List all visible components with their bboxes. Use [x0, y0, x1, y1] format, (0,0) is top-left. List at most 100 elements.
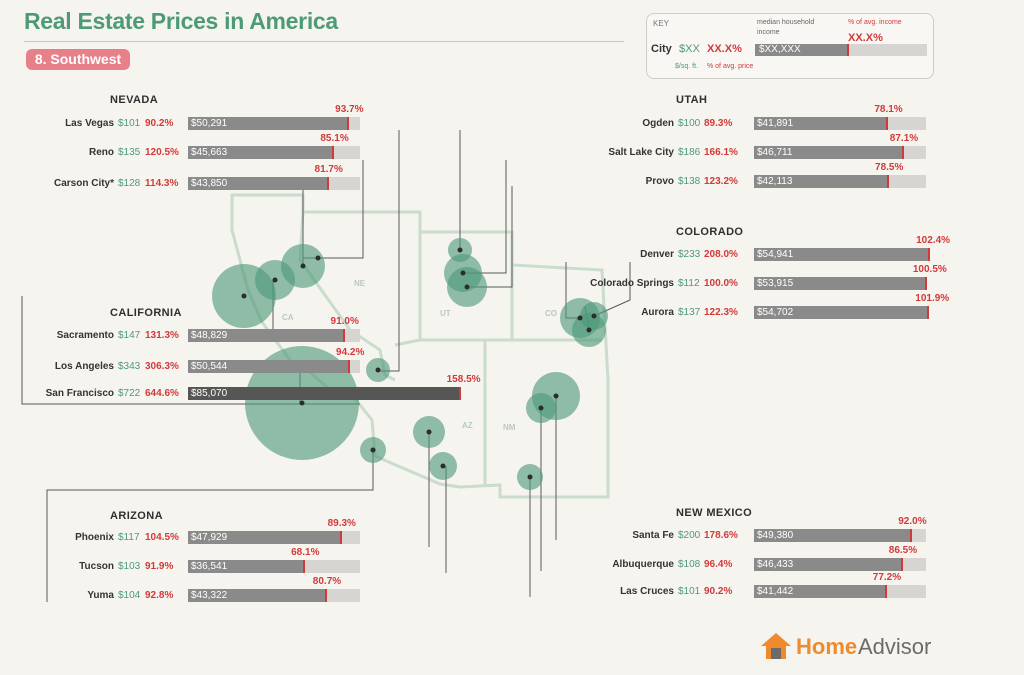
income-bar-marker: [887, 175, 890, 188]
state-title-nevada: NEVADA: [110, 94, 159, 106]
price-value: $135: [118, 147, 141, 158]
pct-avg-income: 78.1%: [874, 104, 903, 115]
income-bar-marker: [458, 387, 461, 400]
city-name: Los Angeles: [54, 361, 114, 372]
city-row-los-angeles: Los Angeles: [0, 360, 114, 374]
price-value: $137: [678, 307, 701, 318]
map-abbr-co: CO: [545, 309, 557, 318]
income-bar: $41,891: [754, 117, 926, 130]
pct-avg-price: 96.4%: [704, 559, 733, 570]
median-income: $49,380: [757, 530, 794, 541]
key-price: $XX: [679, 43, 700, 55]
pct-avg-income: 87.1%: [889, 133, 919, 144]
income-bar-marker: [928, 248, 931, 261]
state-title-colorado: COLORADO: [676, 226, 744, 238]
key-bar-value: $XX,XXX: [759, 44, 801, 55]
city-dot-phoenix: [370, 447, 376, 453]
city-name: San Francisco: [45, 388, 114, 399]
price-value: $108: [678, 559, 701, 570]
key-label: KEY: [653, 19, 670, 28]
price-value: $343: [118, 361, 141, 372]
median-income: $36,541: [191, 561, 228, 572]
pct-avg-price: 131.3%: [145, 330, 179, 341]
median-income: $46,711: [757, 147, 793, 158]
price-value: $117: [118, 532, 140, 543]
state-title-utah: UTAH: [676, 94, 708, 106]
legend-key: KEY City $XX XX.X% $/sq. ft. % of avg. p…: [646, 13, 934, 79]
income-bar-marker: [324, 589, 327, 602]
income-bar: $47,929: [188, 531, 360, 544]
pct-avg-income: 91.0%: [330, 316, 359, 327]
city-name: Ogden: [642, 118, 674, 129]
pct-avg-price: 104.5%: [145, 532, 179, 543]
income-bar-fill: [188, 146, 335, 159]
city-row-las-vegas: Las Vegas: [0, 117, 114, 131]
income-bar-fill: [754, 277, 927, 290]
median-income: $53,915: [757, 278, 794, 289]
income-bar-marker: [332, 146, 335, 159]
price-value: $200: [678, 530, 701, 541]
key-price-caption: $/sq. ft.: [675, 63, 698, 70]
map-abbr-ca: CA: [282, 313, 294, 322]
income-bar: $45,663: [188, 146, 360, 159]
city-name: Denver: [640, 249, 674, 260]
price-value: $100: [678, 118, 701, 129]
median-income: $45,663: [191, 147, 228, 158]
city-dot-yuma: [440, 463, 446, 469]
income-bar-fill: [754, 529, 913, 542]
map-abbr-az: AZ: [462, 421, 473, 430]
city-row-santa-fe: Santa Fe: [0, 529, 674, 543]
city-name: Tucson: [79, 561, 114, 572]
median-income: $43,322: [191, 590, 228, 601]
map-abbr-nm: NM: [503, 423, 516, 432]
income-bar: $42,113: [754, 175, 926, 188]
median-income: $42,113: [757, 176, 793, 187]
income-bar-fill: [188, 560, 306, 573]
pct-avg-income: 78.5%: [875, 162, 904, 173]
median-income: $50,291: [191, 118, 228, 129]
city-name: Aurora: [641, 307, 674, 318]
city-name: Carson City*: [53, 178, 114, 189]
pct-avg-income: 102.4%: [916, 235, 951, 246]
income-bar-fill: [754, 585, 887, 598]
price-value: $128: [118, 178, 141, 189]
city-dot-colorado-springs: [591, 313, 597, 319]
income-bar-fill: [754, 175, 890, 188]
city-row-denver: Denver: [0, 248, 674, 262]
city-row-reno: Reno: [0, 146, 114, 160]
pct-avg-income: 86.5%: [888, 545, 918, 556]
city-dot-san-francisco: [375, 367, 381, 373]
city-name: Las Cruces: [620, 586, 674, 597]
income-bar-fill: [754, 146, 904, 159]
city-name: Las Vegas: [65, 118, 114, 129]
city-row-carson-city: Carson City*: [0, 177, 114, 191]
city-circles: [212, 238, 608, 490]
city-name: Albuquerque: [612, 559, 674, 570]
city-row-albuquerque: Albuquerque: [0, 558, 674, 572]
income-bar: $48,829: [188, 329, 360, 342]
income-bar: $46,433: [754, 558, 926, 571]
pct-avg-income: 80.7%: [312, 576, 342, 587]
income-bar-fill: [754, 117, 889, 130]
logo-home-text: Home: [796, 634, 858, 659]
city-row-tucson: Tucson: [0, 560, 114, 574]
median-income: $41,442: [757, 586, 794, 597]
city-dot-albuquerque: [538, 405, 544, 411]
city-dot-denver: [577, 315, 583, 321]
pct-avg-price: 90.2%: [145, 118, 174, 129]
pct-avg-income: 85.1%: [320, 133, 349, 144]
pct-avg-income: 68.1%: [291, 547, 320, 558]
city-row-colorado-springs: Colorado Springs: [0, 277, 674, 291]
median-income: $43,850: [191, 178, 228, 189]
income-bar-marker: [884, 585, 887, 598]
income-bar-fill: [754, 306, 930, 319]
median-income: $48,829: [191, 330, 228, 341]
income-bar: $43,322: [188, 589, 360, 602]
pct-avg-price: 92.8%: [145, 590, 174, 601]
income-bar-marker: [347, 117, 350, 130]
state-title-new-mexico: NEW MEXICO: [676, 507, 753, 519]
pct-avg-price: 122.3%: [704, 307, 738, 318]
income-bar-fill: [188, 387, 461, 400]
